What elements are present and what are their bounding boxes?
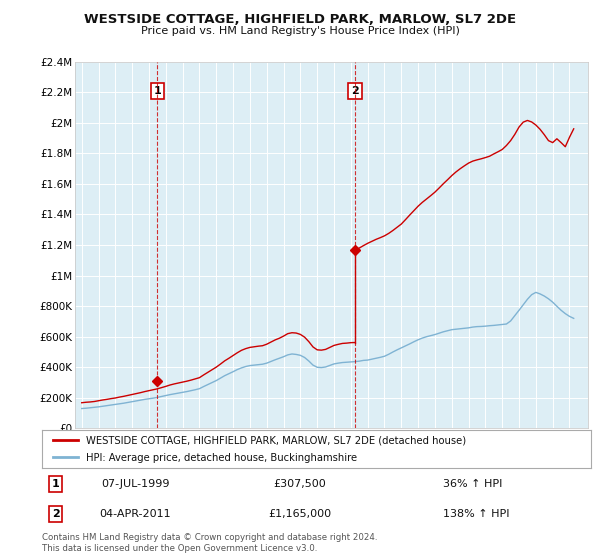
Text: 04-APR-2011: 04-APR-2011 xyxy=(100,509,171,519)
Text: 1: 1 xyxy=(52,479,59,489)
Text: £1,165,000: £1,165,000 xyxy=(268,509,332,519)
Text: 07-JUL-1999: 07-JUL-1999 xyxy=(101,479,170,489)
Text: Contains HM Land Registry data © Crown copyright and database right 2024.
This d: Contains HM Land Registry data © Crown c… xyxy=(42,533,377,553)
Text: Price paid vs. HM Land Registry's House Price Index (HPI): Price paid vs. HM Land Registry's House … xyxy=(140,26,460,36)
Text: 1: 1 xyxy=(154,86,161,96)
Text: 2: 2 xyxy=(52,509,59,519)
Text: 2: 2 xyxy=(351,86,359,96)
Text: HPI: Average price, detached house, Buckinghamshire: HPI: Average price, detached house, Buck… xyxy=(86,452,357,463)
Text: WESTSIDE COTTAGE, HIGHFIELD PARK, MARLOW, SL7 2DE (detached house): WESTSIDE COTTAGE, HIGHFIELD PARK, MARLOW… xyxy=(86,435,466,445)
Text: £307,500: £307,500 xyxy=(274,479,326,489)
Text: WESTSIDE COTTAGE, HIGHFIELD PARK, MARLOW, SL7 2DE: WESTSIDE COTTAGE, HIGHFIELD PARK, MARLOW… xyxy=(84,13,516,26)
Text: 138% ↑ HPI: 138% ↑ HPI xyxy=(443,509,509,519)
Text: 36% ↑ HPI: 36% ↑ HPI xyxy=(443,479,502,489)
